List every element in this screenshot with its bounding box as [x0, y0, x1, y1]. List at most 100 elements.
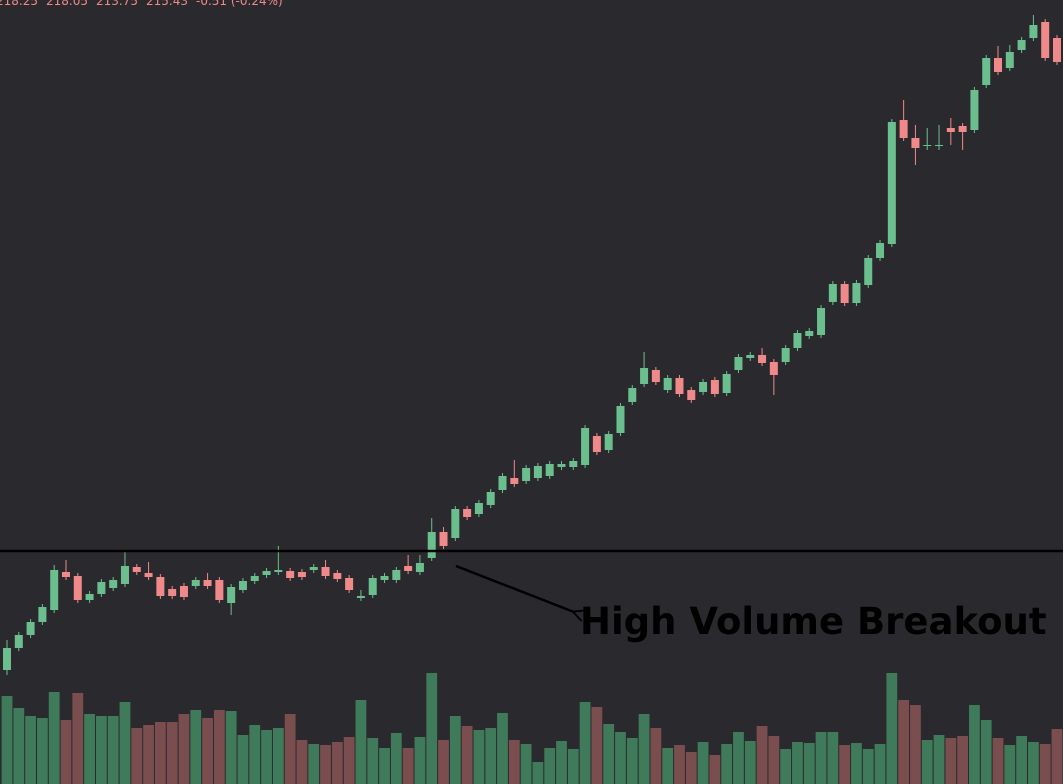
candle-body: [345, 578, 354, 590]
volume-bar: [544, 748, 556, 784]
volume-bar: [249, 725, 261, 784]
volume-bar: [13, 708, 25, 784]
volume-bar: [520, 744, 532, 784]
volume-bar: [650, 728, 662, 784]
candle-body: [179, 586, 188, 597]
volume-bar: [532, 762, 544, 784]
volume-bar: [331, 742, 343, 784]
volume-bar: [379, 748, 390, 784]
volume-bar: [308, 744, 320, 784]
candle-body: [1029, 25, 1038, 38]
candle-body: [1005, 52, 1014, 68]
volume-bar: [615, 732, 626, 784]
candle-body: [109, 580, 118, 588]
candle-body: [946, 128, 955, 132]
volume-bar: [591, 707, 603, 784]
candle-body: [463, 509, 472, 517]
volume-bar: [709, 755, 721, 784]
candle-body: [522, 468, 531, 481]
candle-body: [616, 406, 625, 433]
candle-body: [274, 570, 283, 572]
candle-body: [781, 348, 790, 362]
volume-pane: [1, 673, 1063, 784]
candle-body: [38, 607, 47, 622]
volume-bar: [284, 714, 296, 784]
candle-body: [120, 566, 129, 584]
candle-body: [817, 308, 826, 335]
candle-body: [663, 378, 672, 390]
candle-body: [486, 492, 495, 505]
candle-body: [227, 587, 236, 603]
volume-bar: [166, 722, 178, 784]
volume-bar: [36, 718, 48, 784]
candle-body: [640, 368, 649, 384]
volume-bar: [497, 713, 508, 784]
candle-body: [297, 572, 306, 577]
ohlc-value: 218.05: [46, 0, 88, 8]
volume-bar: [119, 702, 131, 784]
candle-body: [191, 580, 200, 586]
volume-bar: [957, 736, 969, 784]
volume-bar: [638, 714, 650, 784]
candle-body: [651, 370, 660, 382]
candle-body: [840, 284, 849, 303]
volume-bar: [603, 724, 615, 784]
ohlc-value: 213.75: [96, 0, 138, 8]
volume-bar: [1016, 736, 1028, 784]
candle-body: [699, 382, 708, 392]
candle-body: [1017, 40, 1026, 50]
volume-bar: [980, 720, 992, 784]
volume-bar: [792, 742, 803, 784]
candle-body: [734, 357, 743, 370]
candle-body: [132, 567, 141, 572]
volume-bar: [25, 716, 36, 784]
volume-bar: [402, 748, 414, 784]
volume-bar: [60, 720, 72, 784]
candle-body: [286, 571, 295, 578]
volume-bar: [213, 710, 225, 784]
volume-bar: [95, 716, 107, 784]
candle-body: [356, 596, 365, 598]
volume-bar: [579, 702, 591, 784]
annotation: High Volume Breakout: [580, 600, 1047, 643]
candle-body: [404, 566, 413, 571]
volume-bar: [567, 749, 579, 784]
volume-bar: [756, 726, 768, 784]
volume-bar: [190, 710, 202, 784]
candle-body: [769, 362, 778, 375]
candle-body: [935, 145, 944, 146]
volume-bar: [827, 732, 839, 784]
candle-body: [368, 578, 377, 595]
volume-bar: [1028, 742, 1039, 784]
volume-bar: [733, 732, 744, 784]
volume-bar: [508, 740, 520, 784]
ohlc-header: 218.25 218.05 213.75 215.43 -0.51 (-0.24%): [0, 0, 283, 8]
volume-bar: [355, 700, 367, 784]
volume-bar: [886, 673, 898, 784]
candle-body: [592, 436, 601, 452]
candle-body: [923, 145, 932, 146]
candle-body: [722, 374, 731, 393]
volume-bar: [898, 700, 910, 784]
volume-bar: [72, 693, 84, 784]
candle-body: [97, 582, 106, 594]
candle-body: [26, 622, 35, 635]
candle-body: [876, 243, 885, 258]
candle-body: [262, 571, 271, 575]
candle-body: [144, 573, 153, 577]
candle-body: [85, 594, 94, 600]
volume-bar: [225, 711, 237, 784]
candle-body: [451, 509, 460, 538]
volume-bar: [320, 745, 331, 784]
candle-body: [215, 580, 224, 600]
candle-body: [545, 464, 554, 476]
candle-body: [510, 478, 519, 484]
volume-bar: [272, 728, 284, 784]
candle-body: [1041, 22, 1050, 58]
volume-bar: [1051, 729, 1063, 784]
candle-body: [864, 258, 873, 285]
volume-bar: [1039, 744, 1051, 784]
candle-body: [439, 532, 448, 546]
